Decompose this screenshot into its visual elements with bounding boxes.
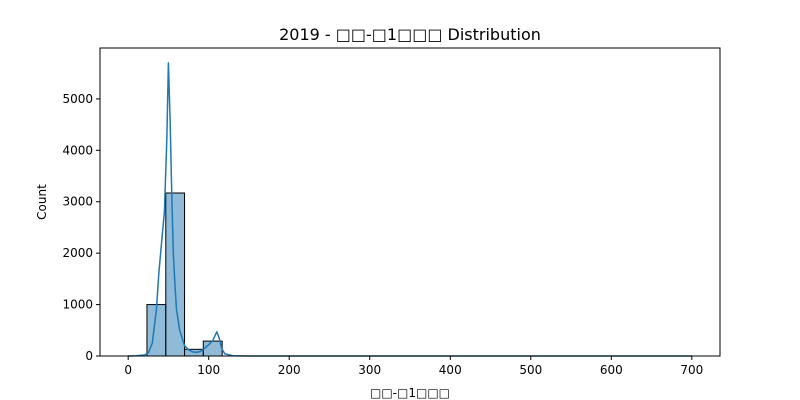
- x-tick-label: 200: [278, 363, 301, 377]
- plot-area: [128, 62, 692, 357]
- axes: 0 100 200 300 400 500 600 700 0 1000 2000 3000 4000 5…: [62, 92, 703, 377]
- x-tick-label: 500: [519, 363, 542, 377]
- kde-line: [128, 62, 692, 357]
- x-tick-label: 0: [124, 363, 132, 377]
- x-axis-label: □□-□1□□□: [370, 386, 450, 400]
- y-tick-label: 4000: [62, 143, 93, 157]
- x-tick-label: 400: [439, 363, 462, 377]
- x-tick-label: 100: [197, 363, 220, 377]
- x-tick-label: 700: [680, 363, 703, 377]
- y-tick-label: 2000: [62, 246, 93, 260]
- y-tick-label: 1000: [62, 298, 93, 312]
- y-tick-label: 5000: [62, 92, 93, 106]
- chart-title: 2019 - □□-□1□□□ Distribution: [279, 25, 541, 44]
- histogram-bar: [202, 340, 223, 357]
- x-tick-label: 600: [600, 363, 623, 377]
- plot-frame: [99, 47, 721, 357]
- histogram-bar: [165, 192, 186, 357]
- y-axis-label: Count: [35, 184, 49, 220]
- y-tick-label: 0: [85, 349, 93, 363]
- y-tick-label: 3000: [62, 195, 93, 209]
- x-tick-label: 300: [358, 363, 381, 377]
